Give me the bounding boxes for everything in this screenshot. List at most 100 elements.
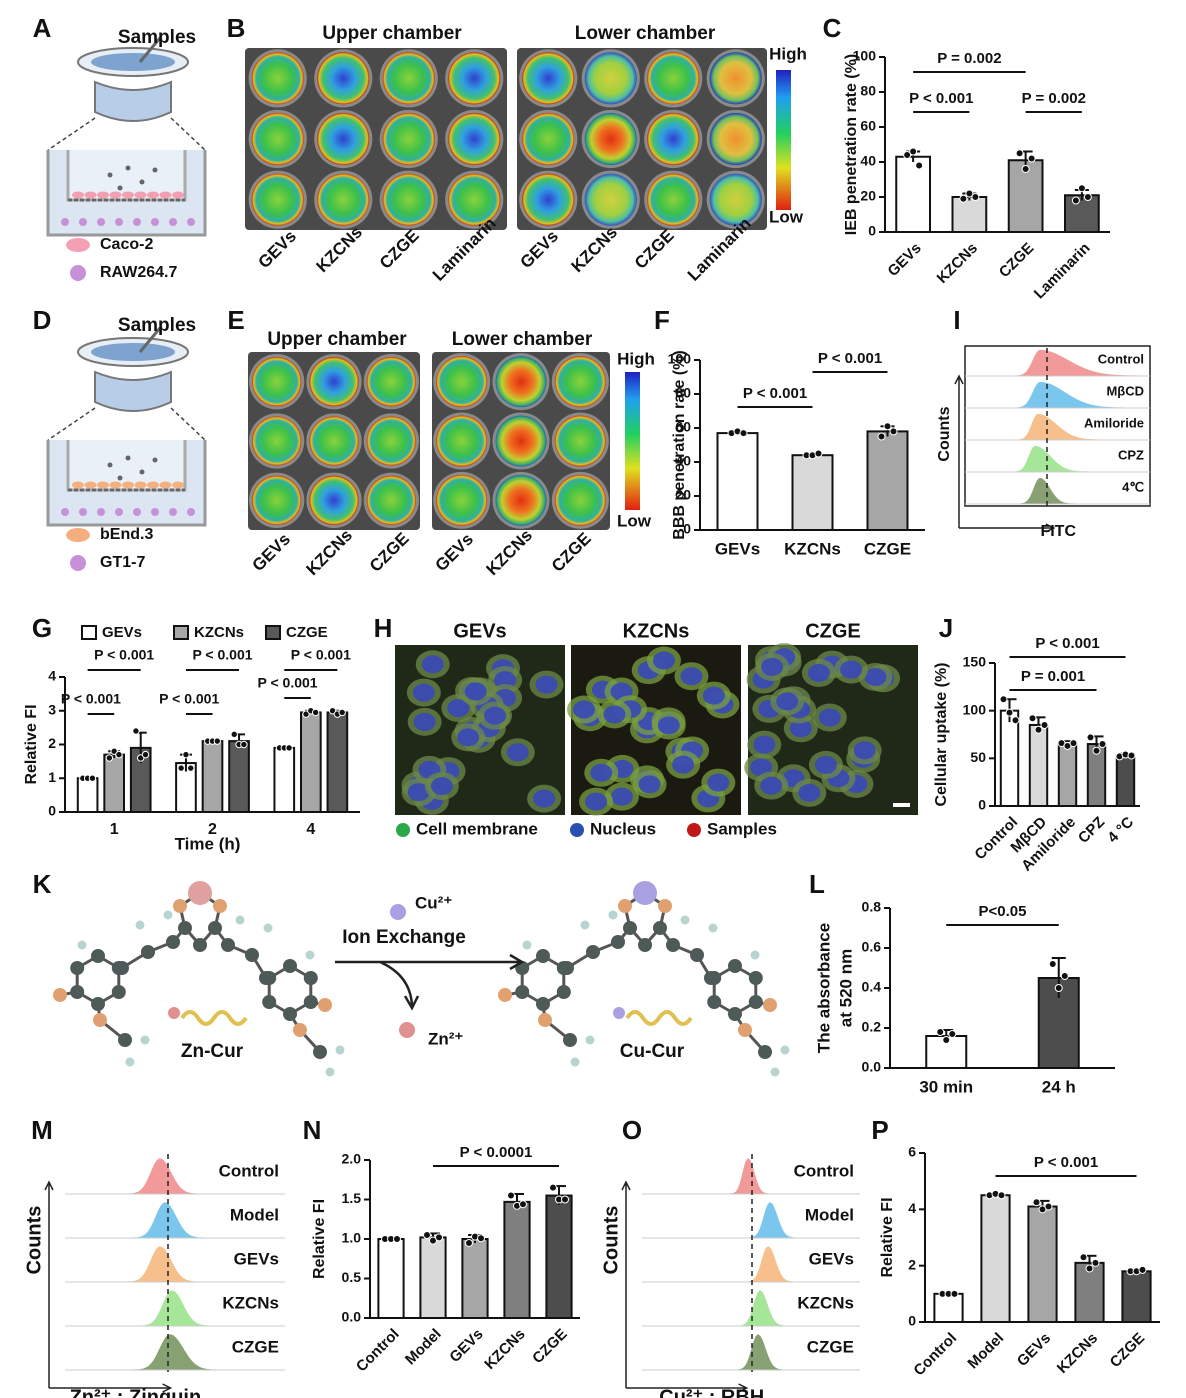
- hydrogen: [750, 950, 760, 960]
- atom: [178, 921, 192, 935]
- annotation: P < 0.001: [94, 647, 154, 663]
- label: Ion Exchange: [342, 927, 466, 948]
- histogram: [967, 478, 1148, 505]
- cell: [72, 191, 84, 199]
- y-tick-label: 100: [853, 48, 877, 64]
- atom: [262, 995, 277, 1009]
- hydrogen: [135, 920, 145, 930]
- atom: [728, 1007, 742, 1021]
- row-label: KZCNs: [222, 1293, 279, 1312]
- annotation: P < 0.001: [909, 90, 973, 107]
- axis-title: Cellular uptake (%): [933, 662, 950, 806]
- cell: [169, 218, 177, 226]
- bar: [895, 155, 931, 233]
- cell: [151, 508, 159, 516]
- nucleus: [413, 712, 436, 731]
- data-point: [393, 1235, 401, 1243]
- label: Lower chamber: [452, 329, 593, 350]
- axis-arrow: [621, 1180, 631, 1388]
- cell: [187, 218, 195, 226]
- release-arrow: [379, 960, 420, 1011]
- well: [522, 112, 575, 166]
- oxygen: [763, 998, 777, 1012]
- well: [366, 357, 416, 407]
- y-tick-label: 80: [675, 385, 691, 401]
- atom: [748, 995, 763, 1009]
- data-point: [507, 1191, 515, 1200]
- panel-letter: L: [809, 869, 825, 899]
- atom: [70, 961, 85, 975]
- column-label: KZCNs: [568, 223, 622, 277]
- axis-title: Zn²⁺ : Zinquin: [70, 1386, 202, 1398]
- ligand-wave: [180, 1010, 248, 1026]
- data-point: [141, 750, 150, 759]
- panel-letter: O: [622, 1115, 642, 1145]
- panel-letter: H: [374, 613, 393, 643]
- row-label: Control: [219, 1161, 279, 1180]
- label: Lower chamber: [575, 23, 716, 44]
- well: [251, 52, 304, 105]
- well: [709, 173, 762, 226]
- bar: [201, 740, 224, 813]
- axis-title: FITC: [1040, 523, 1076, 540]
- nucleus: [430, 777, 453, 796]
- annotation: P < 0.001: [818, 350, 882, 367]
- label: bEnd.3: [100, 526, 153, 543]
- well: [448, 52, 501, 105]
- axis-title: IEB penetration rate (%): [843, 54, 860, 235]
- axis-arrow: [954, 374, 964, 528]
- x-tick-label: 30 min: [919, 1077, 973, 1096]
- well: [309, 475, 359, 525]
- particle: [125, 455, 131, 461]
- bar: [377, 1238, 405, 1319]
- row-label: GEVs: [809, 1249, 854, 1268]
- atom: [283, 1007, 297, 1021]
- y-tick-label: 20: [860, 188, 876, 204]
- panel-letter: M: [31, 1115, 53, 1145]
- cell: [97, 218, 105, 226]
- x-tick-label: Control: [353, 1326, 403, 1376]
- well: [252, 416, 302, 466]
- data-point: [177, 764, 185, 772]
- data-point: [1077, 184, 1086, 193]
- data-point: [423, 1231, 431, 1240]
- cell: [151, 218, 159, 226]
- label: Caco-2: [100, 236, 153, 253]
- hydrogen: [77, 940, 87, 950]
- label: Upper chamber: [267, 329, 407, 350]
- data-point: [1091, 1258, 1100, 1267]
- data-point: [1005, 708, 1014, 717]
- data-point: [182, 750, 190, 759]
- data-point: [519, 1200, 527, 1209]
- x-tick-label: CZGE: [1107, 1330, 1148, 1371]
- cell: [133, 508, 141, 516]
- nucleus: [535, 675, 558, 694]
- y-tick-label: 60: [675, 419, 691, 435]
- column-label: KZCNs: [623, 620, 690, 642]
- well: [436, 356, 488, 408]
- data-point: [115, 750, 123, 759]
- bar: [419, 1236, 447, 1320]
- y-tick-label: 1.0: [342, 1230, 362, 1246]
- hydrogen: [235, 915, 245, 925]
- well: [495, 474, 547, 526]
- label: Cu²⁺: [415, 893, 452, 912]
- axis-arrow: [626, 1383, 749, 1393]
- data-point: [999, 695, 1008, 704]
- bar: [76, 777, 99, 813]
- data-point: [88, 774, 97, 782]
- oxygen: [618, 899, 632, 913]
- cell: [122, 191, 134, 199]
- hydrogen: [585, 1035, 595, 1045]
- x-tick-label: KZCNs: [784, 539, 841, 558]
- data-point: [1040, 720, 1049, 729]
- column-label: CZGE: [631, 226, 678, 273]
- transwell-diagram: [46, 327, 207, 571]
- row-label: Amiloride: [1084, 415, 1144, 430]
- nucleus: [533, 789, 556, 808]
- atom: [728, 959, 742, 973]
- row-label: Model: [230, 1205, 279, 1224]
- cell: [159, 191, 172, 199]
- zoom-lines: [47, 117, 206, 151]
- data-point: [1069, 739, 1078, 748]
